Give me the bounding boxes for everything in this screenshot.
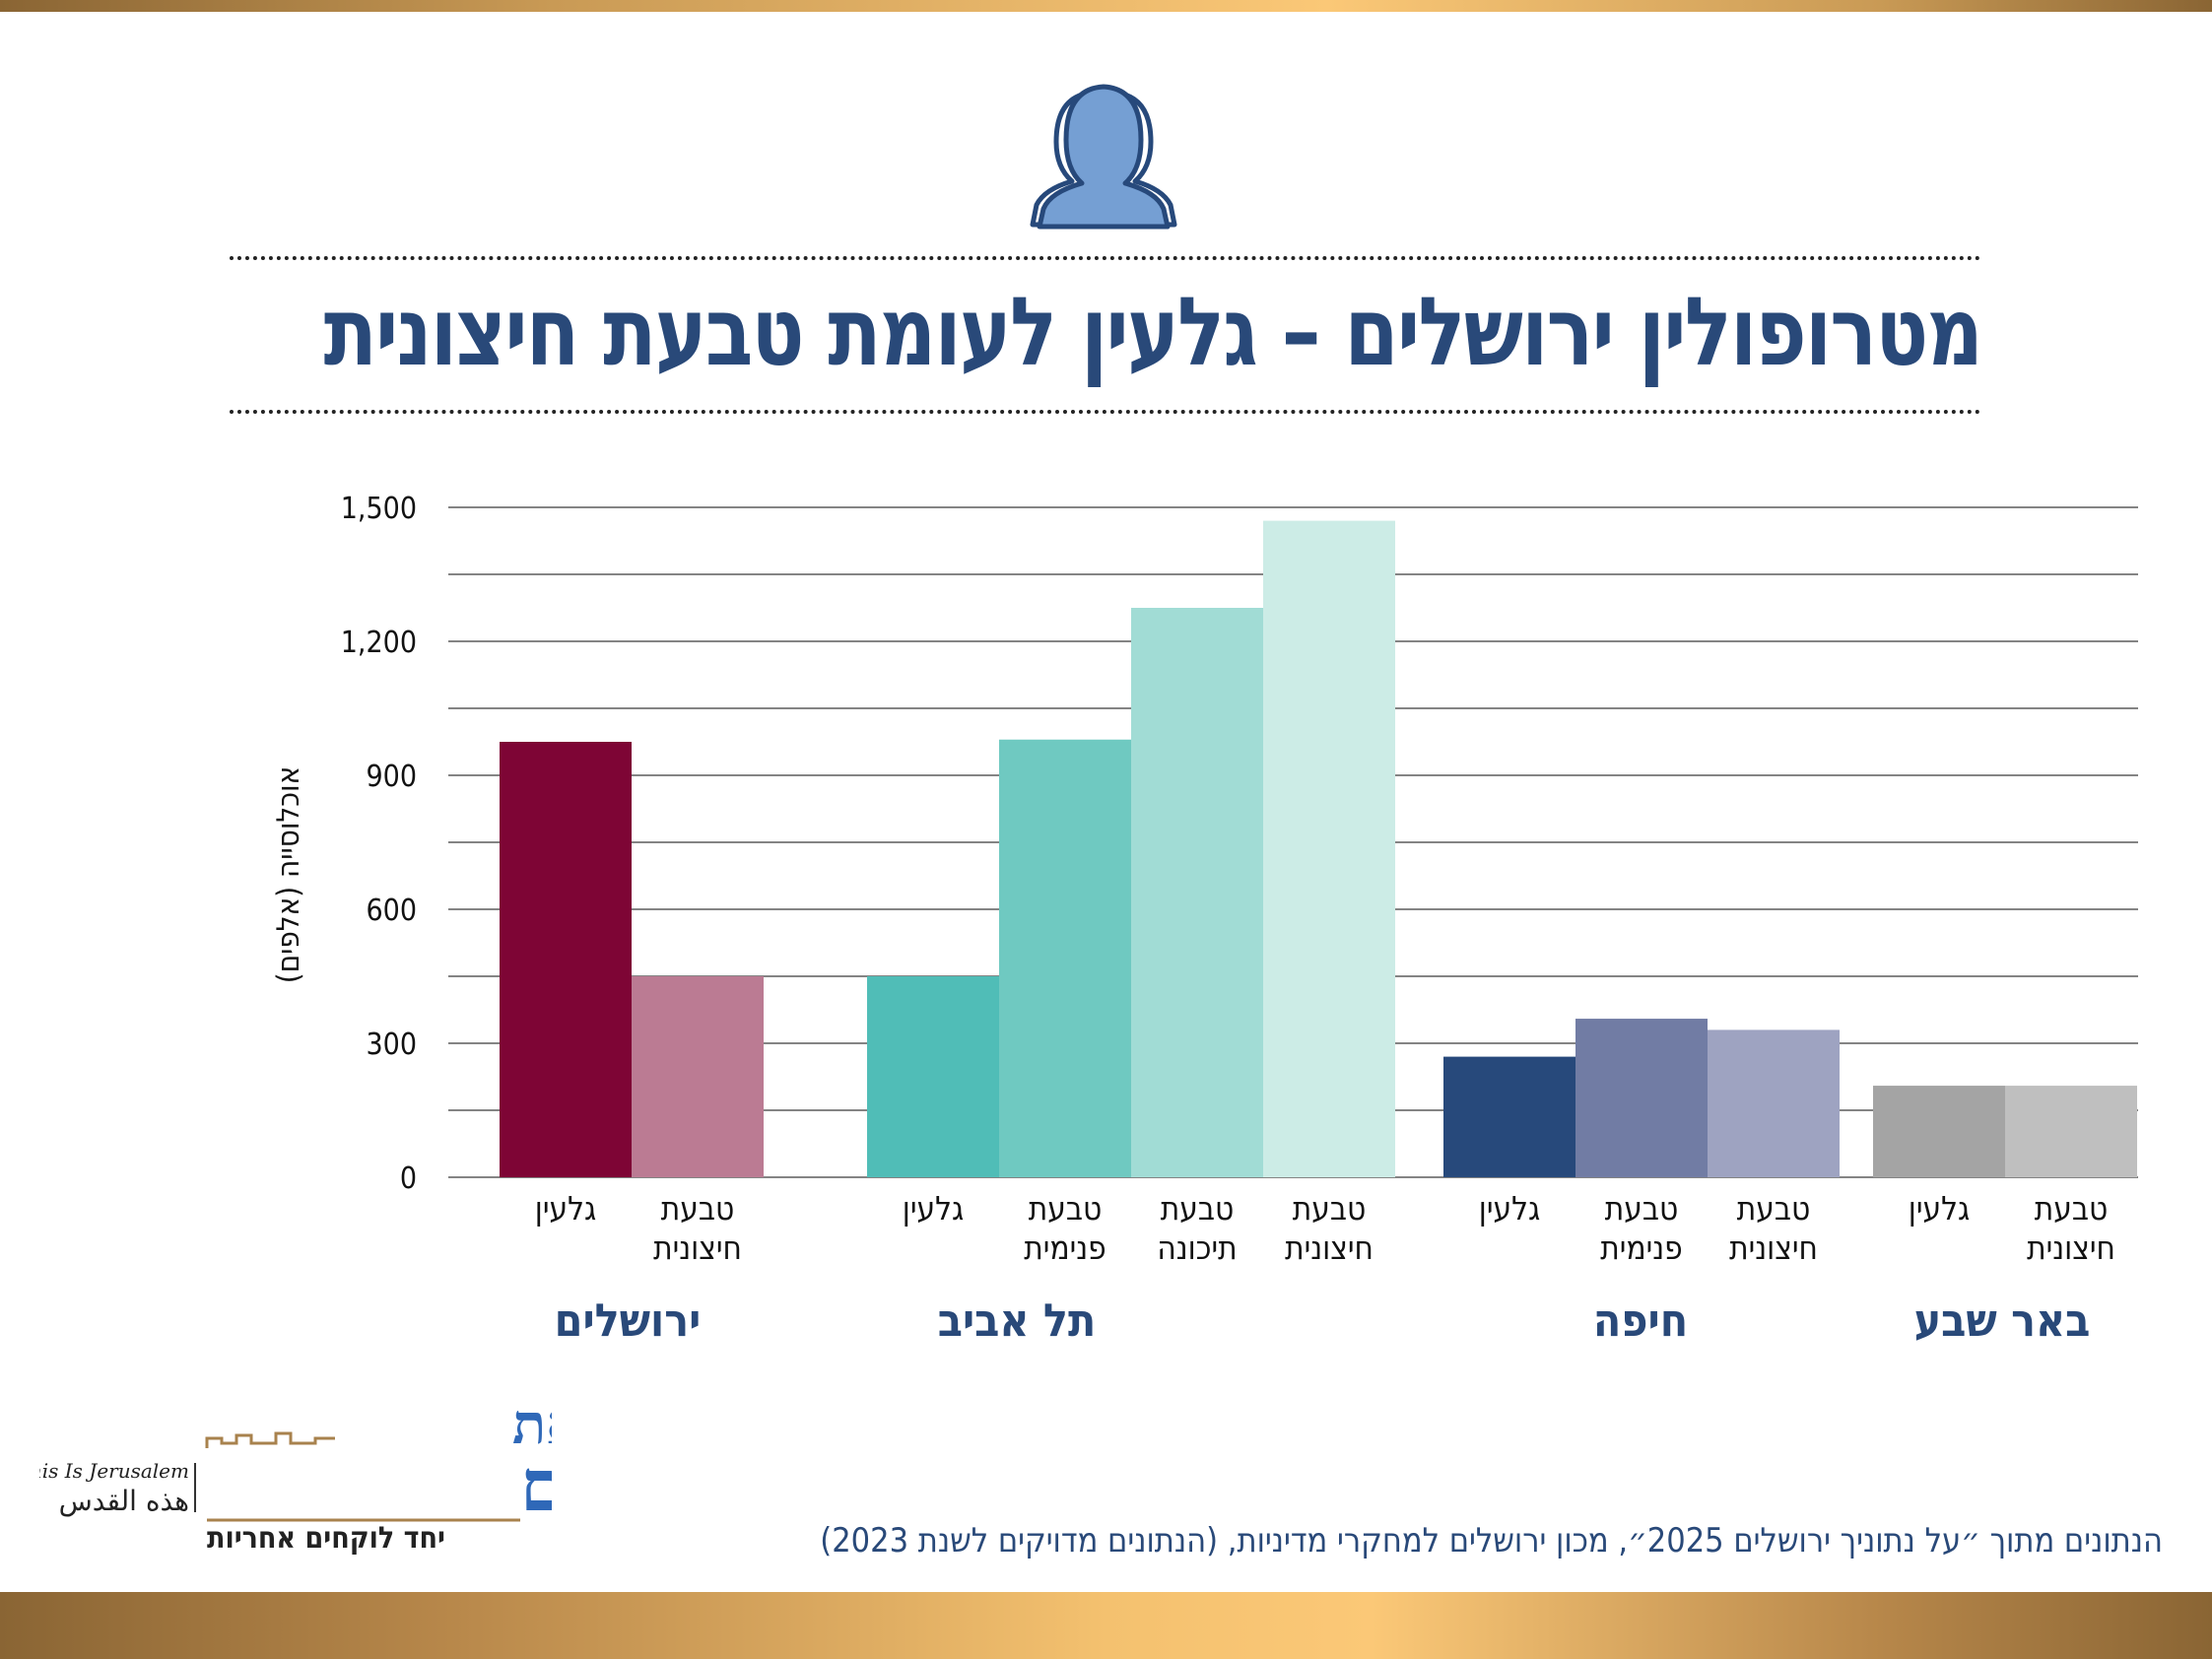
- group-label: חיפה: [1593, 1294, 1688, 1347]
- bar-category-label: טבעת: [1029, 1189, 1103, 1228]
- people-icon: [1030, 84, 1177, 230]
- bar-category-label: חיצונית: [653, 1228, 742, 1267]
- bar: [500, 742, 632, 1177]
- logo-arabic: هذه القدس: [59, 1485, 189, 1517]
- source-note: הנתונים מתוך ״על נתוניך ירושלים 2025״, מ…: [820, 1521, 2163, 1560]
- bar: [1263, 520, 1395, 1177]
- y-tick-label: 1,500: [341, 492, 417, 526]
- bottom-gold-band: [0, 1592, 2212, 1659]
- bar-category-label: טבעת: [2035, 1189, 2109, 1228]
- group-label: תל אביב: [938, 1294, 1097, 1347]
- group-label: ירושלים: [555, 1294, 702, 1347]
- bar-category-label: גלעין: [1909, 1189, 1970, 1228]
- bar-category-label: פנימית: [1024, 1228, 1106, 1267]
- bar-category-label: טבעת: [1737, 1189, 1811, 1228]
- y-tick-label: 900: [366, 760, 417, 794]
- group-label: באר שבע: [1914, 1294, 2091, 1347]
- bar-category-label: תיכונה: [1157, 1228, 1237, 1267]
- bar-category-label: גלעין: [535, 1189, 596, 1228]
- page-title: מטרופולין ירושלים – גלעין לעומת טבעת חיצ…: [323, 277, 1983, 387]
- bar-category-label: גלעין: [903, 1189, 964, 1228]
- this-is-jerusalem-logo: זאת ירושלים This Is Jerusalem هذه القدس: [39, 1404, 552, 1527]
- bar: [1443, 1056, 1575, 1177]
- y-tick-label: 600: [366, 894, 417, 928]
- logo-hebrew-line2: ירושלים: [520, 1443, 552, 1527]
- bar-category-label: חיצונית: [2027, 1228, 2115, 1267]
- title-divider-top: [230, 256, 1981, 260]
- bar-category-label: טבעת: [661, 1189, 735, 1228]
- bar-category-label: טבעת: [1293, 1189, 1367, 1228]
- bar-category-label: חיצונית: [1285, 1228, 1374, 1267]
- bar: [867, 976, 999, 1177]
- y-axis-label: אוכלוסייה (אלפים): [271, 766, 306, 984]
- bar-category-label: פנימית: [1600, 1228, 1682, 1267]
- logo-tagline: יחד לוקחים אחריות: [207, 1521, 445, 1556]
- bar-category-label: טבעת: [1605, 1189, 1679, 1228]
- bar: [2005, 1086, 2137, 1177]
- top-gold-band: [0, 0, 2212, 12]
- y-tick-label: 1,200: [341, 626, 417, 660]
- logo-hebrew-line1: זאת: [512, 1404, 552, 1457]
- title-divider-bottom: [230, 410, 1981, 414]
- bar-category-label: גלעין: [1479, 1189, 1540, 1228]
- bar: [632, 976, 764, 1177]
- bar: [1708, 1029, 1840, 1177]
- y-tick-label: 300: [366, 1028, 417, 1062]
- bar-category-label: חיצונית: [1729, 1228, 1818, 1267]
- bar: [999, 739, 1131, 1177]
- bar: [1131, 608, 1263, 1177]
- bar: [1575, 1019, 1708, 1177]
- bar-category-label: טבעת: [1161, 1189, 1235, 1228]
- logo-english: This Is Jerusalem: [39, 1459, 189, 1483]
- bar: [1873, 1086, 2005, 1177]
- y-tick-label: 0: [400, 1161, 417, 1196]
